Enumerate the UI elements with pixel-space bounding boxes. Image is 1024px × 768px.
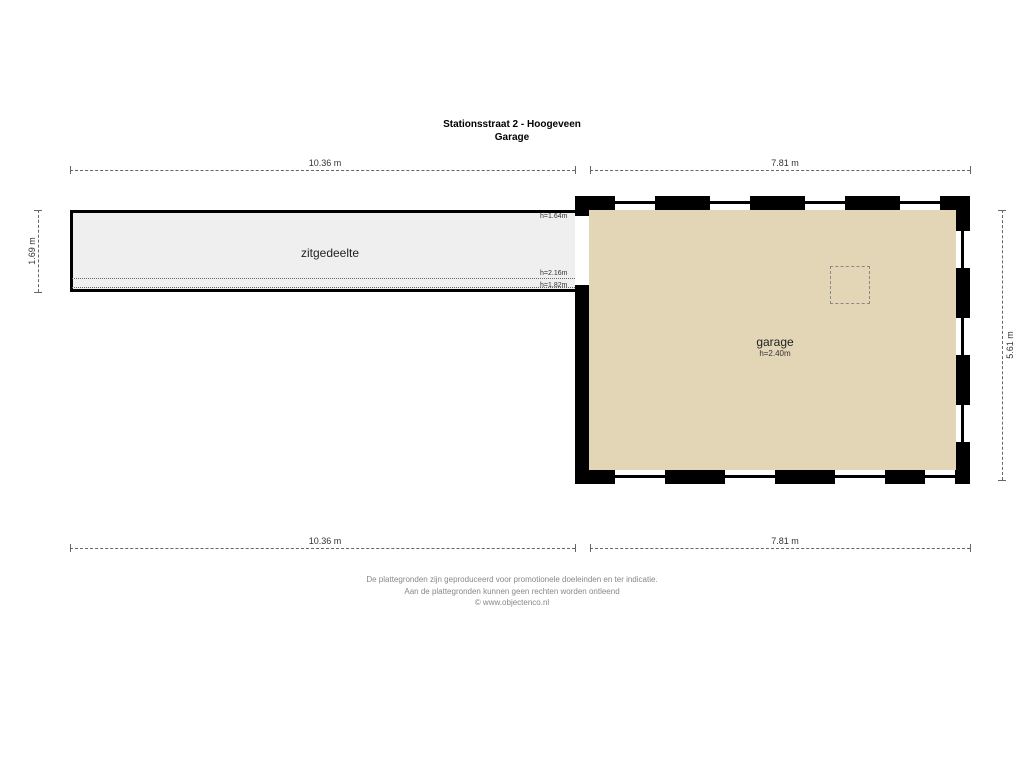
dim-tick — [998, 210, 1006, 211]
footer-block: De plattegronden zijn geproduceerd voor … — [366, 574, 657, 608]
dim-top-left-label: 10.36 m — [300, 158, 350, 168]
garage-wall — [956, 196, 970, 231]
zit-h2: h=2.16m — [540, 270, 567, 277]
footer-line-2: Aan de plattegronden kunnen geen rechten… — [366, 586, 657, 597]
title-line-2: Garage — [443, 131, 581, 144]
dim-right-label: 5.61 m — [1005, 325, 1015, 365]
garage-wall — [956, 355, 970, 405]
garage-wall — [775, 470, 835, 484]
garage-top-mullion — [900, 201, 940, 204]
garage-bottom-mullion — [615, 475, 665, 478]
garage-wall — [665, 470, 725, 484]
footer-line-1: De plattegronden zijn geproduceerd voor … — [366, 574, 657, 585]
zit-dotted-1 — [72, 278, 575, 279]
footer-line-3: © www.objectenco.nl — [366, 597, 657, 608]
dim-bottom-left-label: 10.36 m — [300, 536, 350, 546]
dim-tick — [575, 544, 576, 552]
garage-wall — [956, 268, 970, 318]
garage-label: garage h=2.40m — [735, 335, 815, 358]
garage-top-mullion — [805, 201, 845, 204]
dim-tick — [970, 544, 971, 552]
dim-bottom-right-label: 7.81 m — [760, 536, 810, 546]
dim-tick — [970, 166, 971, 174]
dim-tick — [998, 480, 1006, 481]
garage-right-mullion — [961, 405, 964, 442]
garage-wall — [575, 285, 589, 484]
dim-top-right-label: 7.81 m — [760, 158, 810, 168]
garage-name: garage — [735, 335, 815, 349]
garage-wall — [750, 196, 805, 210]
zit-bottom-wall — [70, 289, 575, 292]
garage-right-mullion — [961, 231, 964, 268]
dim-tick — [575, 166, 576, 174]
garage-wall — [655, 196, 710, 210]
dim-tick — [590, 544, 591, 552]
garage-wall — [956, 442, 970, 484]
dim-tick — [590, 166, 591, 174]
zit-top-wall — [70, 210, 575, 213]
garage-wall — [845, 196, 900, 210]
zit-h3: h=1.82m — [540, 282, 567, 289]
garage-right-mullion — [961, 318, 964, 355]
garage-height: h=2.40m — [735, 349, 815, 358]
zit-h1: h=1.64m — [540, 213, 567, 220]
garage-wall — [885, 470, 925, 484]
zit-dotted-2 — [72, 287, 575, 288]
dim-right-line — [1002, 210, 1003, 480]
title-line-1: Stationsstraat 2 - Hoogeveen — [443, 118, 581, 131]
dim-tick — [34, 292, 42, 293]
garage-bottom-mullion — [725, 475, 775, 478]
dim-top-left-line — [70, 170, 575, 171]
garage-top-mullion — [710, 201, 750, 204]
dim-bottom-left-line — [70, 548, 575, 549]
dim-tick — [70, 166, 71, 174]
dim-left-label: 1.69 m — [27, 231, 37, 271]
garage-wall — [575, 196, 589, 216]
zitgedeelte-label: zitgedeelte — [270, 246, 390, 260]
garage-bottom-mullion — [925, 475, 955, 478]
dim-tick — [70, 544, 71, 552]
zit-left-wall — [70, 210, 73, 292]
zitgedeelte-name: zitgedeelte — [270, 246, 390, 260]
dim-bottom-right-line — [590, 548, 970, 549]
garage-bottom-mullion — [835, 475, 885, 478]
dim-tick — [34, 210, 42, 211]
title-block: Stationsstraat 2 - Hoogeveen Garage — [443, 118, 581, 144]
garage-hatch — [830, 266, 870, 304]
garage-top-mullion — [615, 201, 655, 204]
dim-top-right-line — [590, 170, 970, 171]
dim-left-line — [38, 210, 39, 292]
